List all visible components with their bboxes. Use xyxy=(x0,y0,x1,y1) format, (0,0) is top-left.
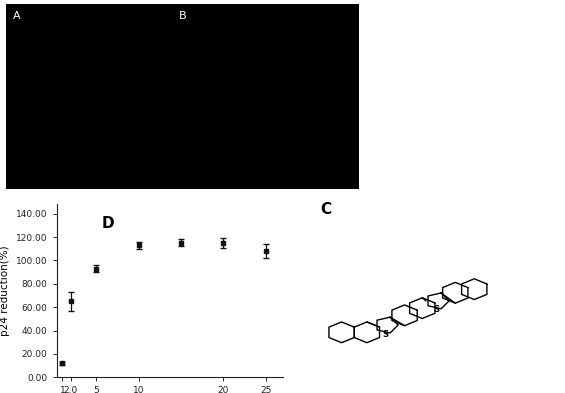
Text: D: D xyxy=(102,217,114,231)
Text: B: B xyxy=(179,11,186,21)
Y-axis label: p24 reduction(%): p24 reduction(%) xyxy=(1,246,10,336)
Text: S: S xyxy=(433,305,440,314)
Text: A: A xyxy=(12,11,20,21)
Text: C: C xyxy=(320,202,332,217)
Text: S: S xyxy=(383,330,388,339)
